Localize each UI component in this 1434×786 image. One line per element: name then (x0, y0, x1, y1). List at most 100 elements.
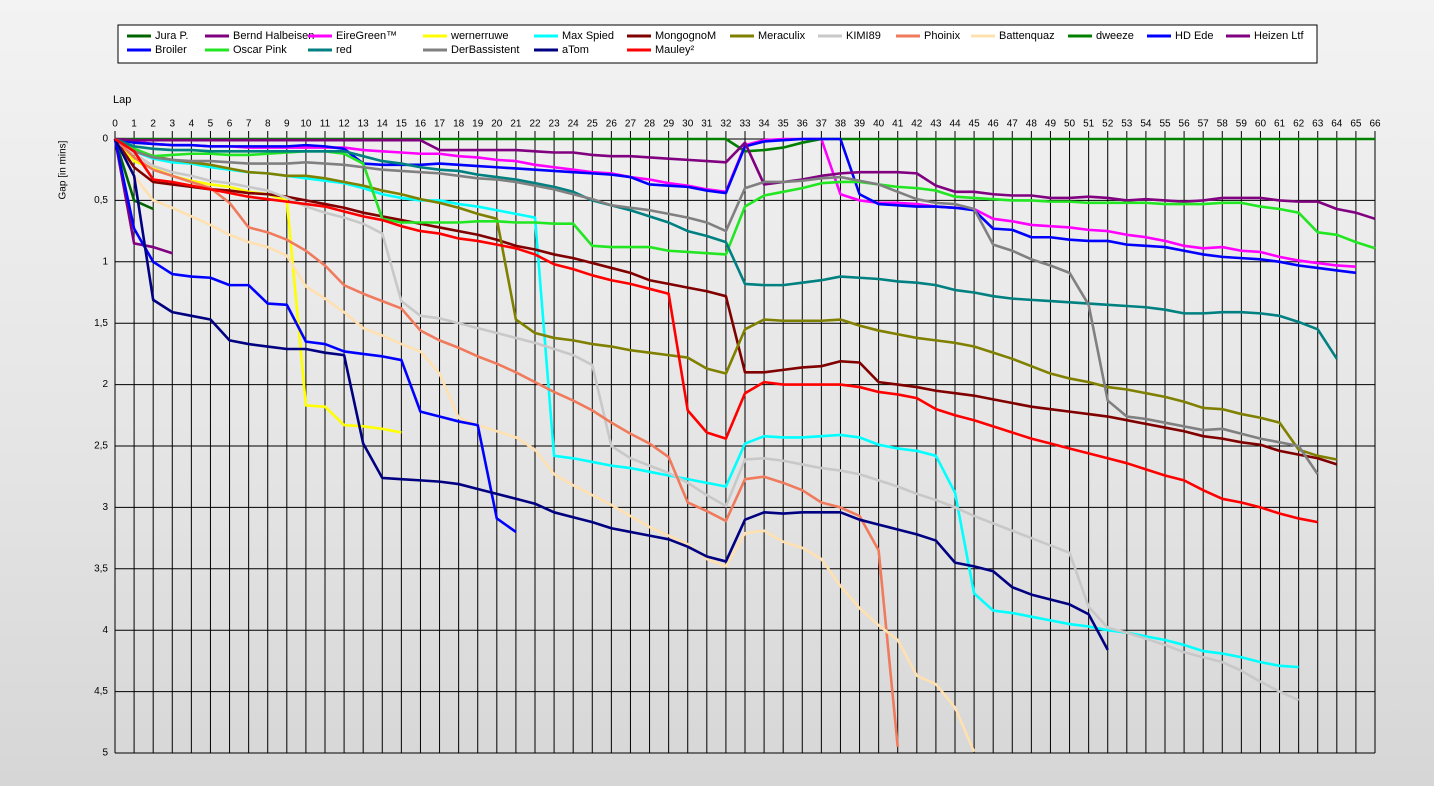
x-tick-label: 26 (606, 119, 618, 130)
x-tick-label: 17 (434, 119, 446, 130)
x-tick-label: 36 (797, 119, 809, 130)
x-tick-label: 5 (208, 119, 214, 130)
x-tick-label: 39 (854, 119, 866, 130)
x-tick-label: 4 (189, 119, 195, 130)
series-line (114, 137, 1338, 360)
x-tick-label: 11 (320, 119, 331, 130)
legend-box (117, 24, 1318, 64)
x-tick-label: 33 (739, 119, 751, 130)
x-tick-label: 2 (150, 119, 156, 130)
legend-label: Heizen Ltf (1254, 30, 1304, 42)
x-tick-label: 9 (284, 119, 290, 130)
legend-label: Meraculix (758, 30, 806, 42)
y-tick-label: 0,5 (94, 195, 108, 206)
x-tick-label: 25 (587, 119, 599, 130)
series-line (113, 138, 1338, 466)
legend-label: red (336, 44, 352, 56)
legend-label: Broiler (155, 44, 187, 56)
legend-label: Bernd Halbeisen (233, 30, 314, 42)
x-tick-label: 6 (227, 119, 233, 130)
x-tick-label: 12 (339, 119, 351, 130)
x-tick-label: 29 (663, 119, 675, 130)
legend-label: DerBassistent (451, 44, 519, 56)
y-tick-label: 3,5 (94, 563, 108, 574)
series-line (114, 137, 1357, 275)
y-tick-label: 2 (102, 379, 108, 390)
x-tick-label: 49 (1045, 119, 1057, 130)
legend-label: KIMI89 (846, 30, 881, 42)
x-tick-label: 54 (1140, 119, 1152, 130)
x-tick-label: 19 (472, 119, 484, 130)
series-line (113, 138, 154, 211)
x-tick-label: 56 (1179, 119, 1191, 130)
legend-label: Oscar Pink (233, 44, 287, 56)
series-line (114, 137, 1318, 524)
x-tick-label: 7 (246, 119, 252, 130)
grid (114, 131, 1376, 754)
x-tick-label: 46 (988, 119, 1000, 130)
x-tick-label: 42 (911, 119, 923, 130)
x-tick-label: 62 (1293, 119, 1305, 130)
x-tick-label: 31 (701, 119, 713, 130)
y-tick-label: 4 (102, 625, 108, 636)
x-tick-label: 8 (265, 119, 271, 130)
series-line (114, 137, 1319, 475)
series-line (113, 138, 976, 753)
y-tick-label: 1 (102, 256, 108, 267)
series-line (113, 138, 1109, 651)
x-tick-label: 59 (1236, 119, 1248, 130)
x-tick-label: 24 (568, 119, 580, 130)
x-tick-label: 64 (1331, 119, 1343, 130)
x-tick-label: 10 (300, 119, 312, 130)
x-tick-label: 53 (1121, 119, 1133, 130)
legend-label: Mauley² (655, 44, 694, 56)
series-line (113, 138, 517, 534)
legend-label: HD Ede (1175, 30, 1214, 42)
x-tick-label: 18 (453, 119, 465, 130)
x-tick-label: 30 (682, 119, 694, 130)
x-tick-label: 0 (112, 119, 118, 130)
x-tick-label: 3 (169, 119, 175, 130)
x-tick-label: 41 (892, 119, 904, 130)
x-tick-label: 60 (1255, 119, 1267, 130)
legend-label: Jura P. (155, 30, 188, 42)
y-tick-label: 1,5 (94, 318, 108, 329)
x-tick-label: 52 (1102, 119, 1114, 130)
x-tick-label: 51 (1083, 119, 1095, 130)
x-tick-label: 13 (358, 119, 370, 130)
x-tick-label: 22 (529, 119, 541, 130)
series-line (114, 138, 900, 747)
y-tick-label: 2,5 (94, 441, 108, 452)
x-tick-label: 27 (625, 119, 637, 130)
y-tick-label: 3 (102, 502, 108, 513)
x-tick-label: 38 (835, 119, 847, 130)
legend-label: EireGreen™ (336, 30, 397, 42)
x-tick-label: 37 (816, 119, 828, 130)
x-tick-label: 14 (377, 119, 389, 130)
x-tick-label: 66 (1369, 119, 1381, 130)
legend-label: Phoinix (924, 30, 961, 42)
x-tick-label: 48 (1026, 119, 1038, 130)
x-tick-label: 43 (930, 119, 942, 130)
x-tick-label: 63 (1312, 119, 1324, 130)
x-tick-label: 23 (549, 119, 561, 130)
x-tick-label: 16 (415, 119, 427, 130)
x-tick-label: 40 (873, 119, 885, 130)
y-tick-label: 4,5 (94, 686, 108, 697)
y-tick-label: 5 (102, 748, 108, 759)
x-axis-label: Lap (113, 94, 131, 106)
x-tick-label: 45 (969, 119, 981, 130)
x-tick-label: 20 (491, 119, 503, 130)
legend-label: dweeze (1096, 30, 1134, 42)
x-tick-label: 35 (778, 119, 790, 130)
x-tick-label: 47 (1007, 119, 1019, 130)
x-tick-label: 21 (510, 119, 522, 130)
series-line (114, 137, 1376, 221)
x-tick-label: 50 (1064, 119, 1076, 130)
x-tick-label: 57 (1198, 119, 1210, 130)
x-tick-label: 55 (1159, 119, 1171, 130)
x-tick-label: 15 (396, 119, 408, 130)
series-line (114, 137, 1299, 669)
x-tick-label: 34 (759, 119, 771, 130)
